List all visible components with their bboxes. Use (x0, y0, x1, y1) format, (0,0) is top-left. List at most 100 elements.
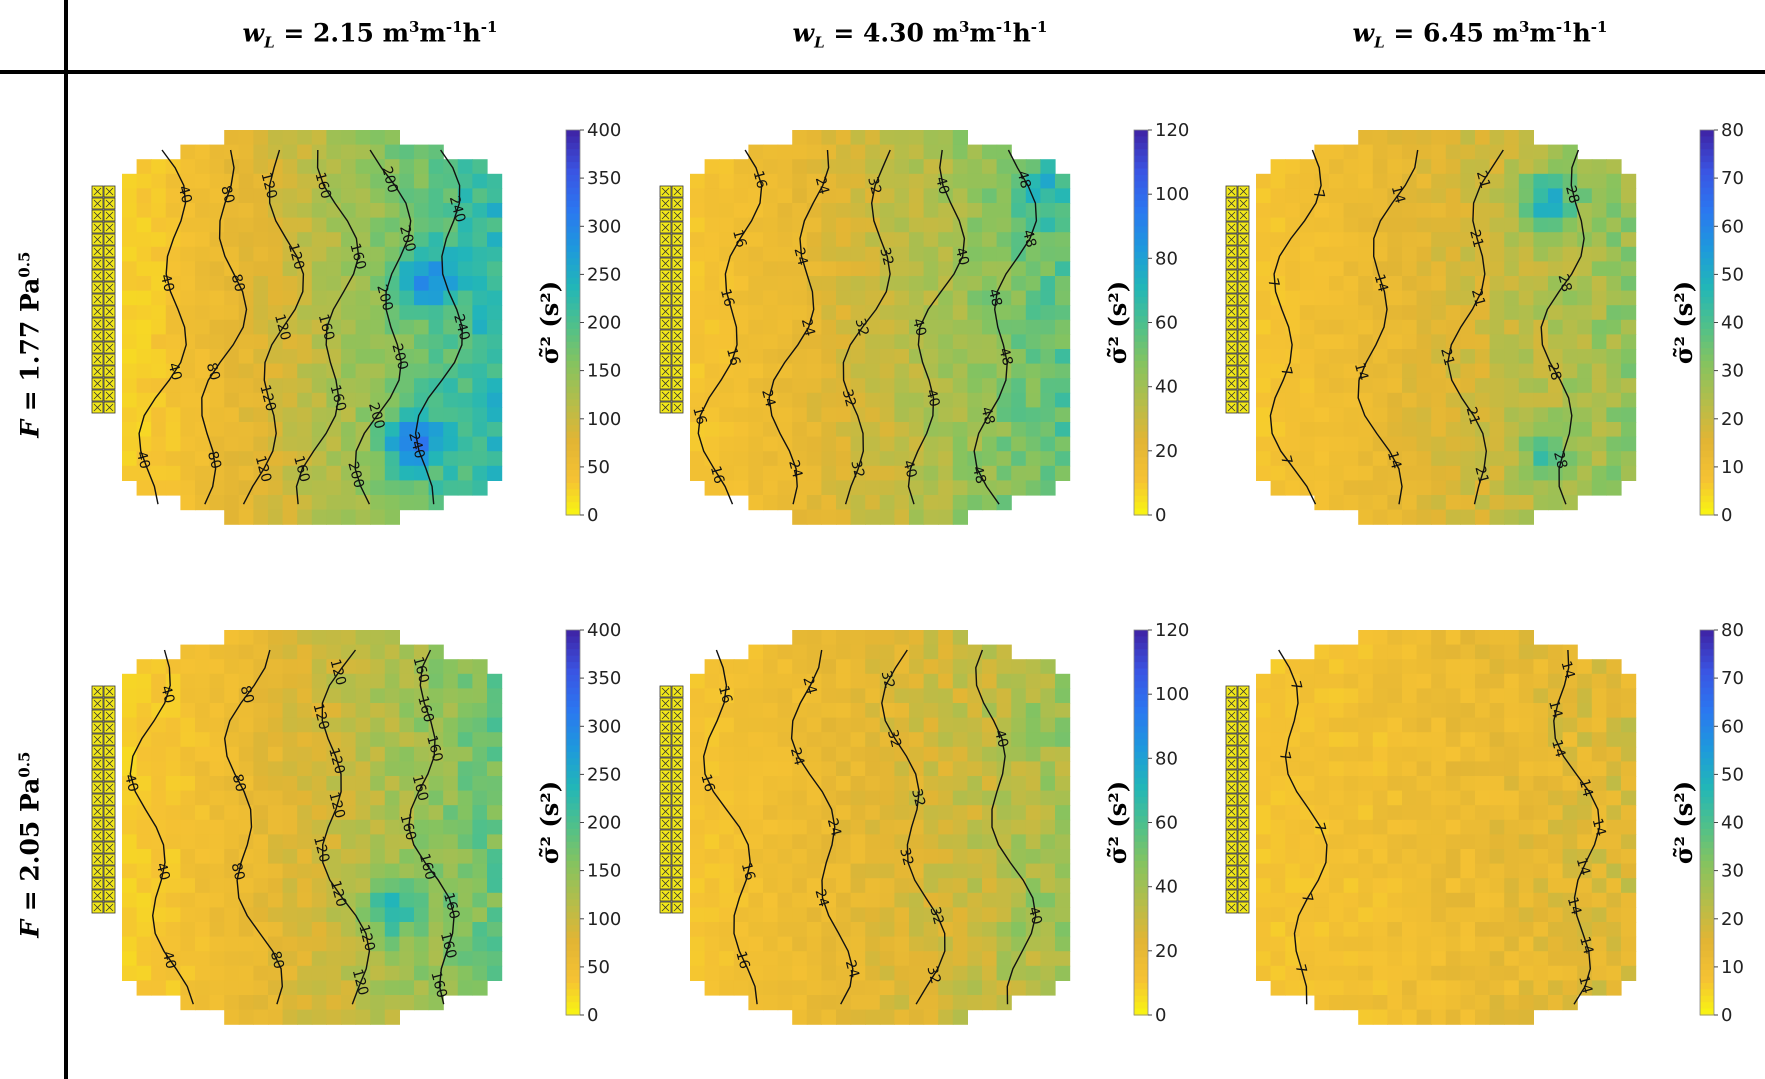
colorbar-segment (566, 316, 580, 324)
contour-line (223, 649, 284, 1005)
colorbar-tick-label: 0 (587, 1005, 598, 1026)
heatmap-cell (399, 203, 415, 219)
colorbar-segment (566, 957, 580, 965)
heatmap-cell (1387, 878, 1403, 894)
heatmap-cell (1343, 819, 1359, 835)
heatmap-cell (238, 936, 254, 952)
heatmap-cell (821, 644, 837, 660)
heatmap-cell (879, 863, 895, 879)
colorbar-tick-label: 40 (1721, 313, 1744, 334)
heatmap-cell (1518, 436, 1534, 452)
heatmap-cell (982, 422, 998, 438)
heatmap-cell (836, 761, 852, 777)
contour-label: 24 (787, 746, 807, 767)
heatmap-cell (967, 892, 983, 908)
heatmap-cell (1416, 688, 1432, 704)
heatmap-cell (341, 261, 357, 277)
heatmap-cell (1489, 276, 1505, 292)
heatmap-cell (1358, 732, 1374, 748)
colorbar-segment (1134, 341, 1148, 349)
heatmap-cell (1606, 451, 1622, 467)
heatmap-cell (414, 276, 430, 292)
heatmap-cell (763, 465, 779, 481)
heatmap-cell (806, 630, 822, 646)
heatmap-cell (165, 451, 181, 467)
heatmap-cell (341, 776, 357, 792)
heatmap-cell (821, 495, 837, 511)
heatmap-cell (1358, 130, 1374, 146)
heatmap-cell (268, 761, 284, 777)
colorbar-segment (1134, 335, 1148, 343)
heatmap-cell (238, 422, 254, 438)
colorbar-segment (1700, 707, 1714, 715)
heatmap-cell (879, 407, 895, 423)
heatmap-cell (763, 819, 779, 835)
heatmap-cell (719, 834, 735, 850)
heatmap-cell (1299, 173, 1315, 189)
colorbar-segment (566, 944, 580, 952)
heatmap-cell (326, 217, 342, 233)
heatmap-cell (311, 465, 327, 481)
heatmap-cell (792, 717, 808, 733)
heatmap-cell (1329, 276, 1345, 292)
heatmap-cell (996, 819, 1012, 835)
heatmap-cell (1372, 392, 1388, 408)
heatmap-cell (268, 688, 284, 704)
heatmap-cell (195, 334, 211, 350)
heatmap-cell (836, 305, 852, 321)
contour-label: 40 (157, 684, 177, 705)
heatmap-cell (777, 659, 793, 675)
heatmap-cell (1548, 980, 1564, 996)
heatmap-cell (1562, 965, 1578, 981)
heatmap-cell (122, 746, 138, 762)
contour-line (842, 149, 891, 505)
heatmap-cell (224, 790, 240, 806)
colorbar-segment (1700, 790, 1714, 798)
heatmap-cell (952, 422, 968, 438)
contour-label: 160 (409, 773, 431, 803)
colorbar-segment (1134, 745, 1148, 753)
heatmap-cell (938, 819, 954, 835)
heatmap-cell (1285, 276, 1301, 292)
heatmap-cell (938, 159, 954, 175)
heatmap-cell (1518, 305, 1534, 321)
heatmap-cell (457, 159, 473, 175)
heatmap-cell (1343, 703, 1359, 719)
contour-label: 40 (153, 861, 173, 882)
heatmap-cell (341, 349, 357, 365)
heatmap-cell (879, 659, 895, 675)
heatmap-cell (297, 717, 313, 733)
heatmap-cell (414, 246, 430, 262)
heatmap-cell (151, 173, 167, 189)
heatmap-cell (806, 319, 822, 335)
heatmap-cell (165, 892, 181, 908)
heatmap-cell (982, 173, 998, 189)
colorbar-segment (1134, 751, 1148, 759)
heatmap-cell (938, 863, 954, 879)
heatmap-cell (879, 232, 895, 248)
heatmap-cell (472, 378, 488, 394)
heatmap-cell (253, 217, 269, 233)
heatmap-cell (806, 290, 822, 306)
colorbar-segment (1134, 258, 1148, 266)
heatmap-cell (151, 203, 167, 219)
heatmap-cell (719, 819, 735, 835)
heatmap-cell (1548, 495, 1564, 511)
heatmap-cell (311, 159, 327, 175)
heatmap-cell (952, 319, 968, 335)
heatmap-cell (384, 319, 400, 335)
heatmap-cell (1270, 892, 1286, 908)
heatmap-cell (777, 995, 793, 1011)
heatmap-cell (865, 144, 881, 160)
heatmap-cell (1562, 849, 1578, 865)
heatmap-cell (151, 436, 167, 452)
heatmap-cell (209, 261, 225, 277)
heatmap-cell (355, 659, 371, 675)
heatmap-cell (487, 819, 503, 835)
colorbar-tick-label: 120 (1155, 120, 1189, 141)
heatmap-cell (487, 451, 503, 467)
heatmap-cell (472, 936, 488, 952)
heatmap-cell (1504, 805, 1520, 821)
heatmap-cell (268, 863, 284, 879)
heatmap-cell (1387, 965, 1403, 981)
